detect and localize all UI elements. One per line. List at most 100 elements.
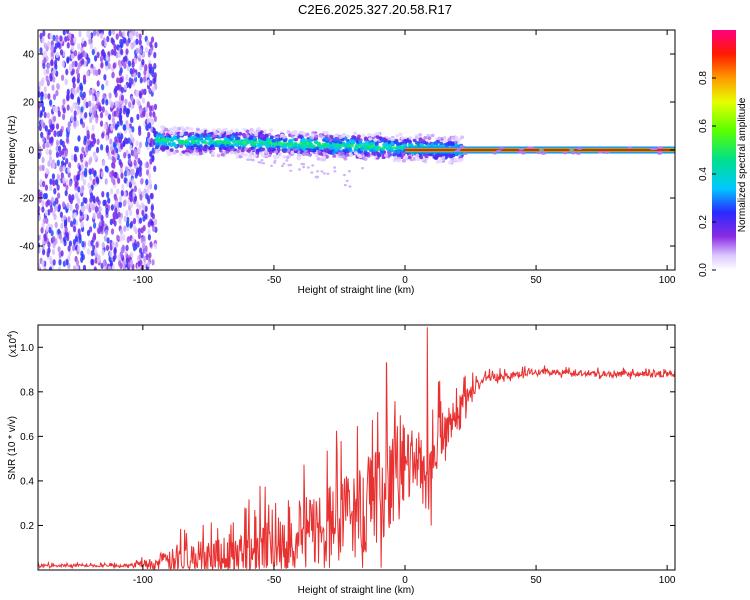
spectrogram-noise-cell bbox=[38, 80, 42, 88]
spectrogram-band-cell bbox=[236, 139, 241, 144]
spectrogram-noise-cell bbox=[57, 192, 61, 199]
spectrogram-noise-cell bbox=[128, 127, 132, 135]
spectrogram-noise-cell bbox=[137, 187, 142, 195]
spectrogram-band-cell bbox=[347, 147, 352, 151]
spectrogram-noise-cell bbox=[48, 155, 53, 162]
spectrogram-band-cell bbox=[254, 132, 259, 137]
spectrogram-noise-cell bbox=[45, 141, 50, 149]
spectrogram-noise-cell bbox=[113, 49, 117, 56]
spectrogram-noise-cell bbox=[72, 101, 76, 109]
spectrogram-noise-cell bbox=[128, 60, 132, 67]
spectrogram-noise-cell bbox=[74, 181, 78, 188]
spectrogram-band-cell bbox=[341, 142, 346, 146]
spectrogram-noise-cell bbox=[43, 235, 48, 242]
spectrogram-noise-cell bbox=[87, 182, 91, 189]
colorbar: 0.0 0.2 0.4 0.6 0.8 Normalized spectral ampl… bbox=[698, 30, 748, 277]
spectrogram-tail-cell bbox=[310, 171, 314, 174]
spectrogram-noise-cell bbox=[148, 178, 152, 186]
spectrogram-noise-cell bbox=[145, 112, 149, 119]
spectrogram-band-cell bbox=[377, 153, 382, 158]
spectrogram-noise-cell bbox=[58, 259, 62, 266]
spectrogram-noise-cell bbox=[141, 58, 145, 66]
spectrogram-noise-cell bbox=[118, 201, 122, 208]
spectrogram-band-cell bbox=[375, 135, 380, 139]
spectrogram-band-cell bbox=[282, 155, 287, 159]
spectrogram-noise-cell bbox=[143, 69, 147, 76]
spectrogram-noise-cell bbox=[89, 226, 93, 233]
spectrogram-noise-cell bbox=[66, 95, 70, 102]
spectrogram-band-cell bbox=[434, 141, 439, 145]
spectrogram-noise-cell bbox=[72, 218, 77, 225]
spectrogram-noise-cell bbox=[112, 141, 116, 148]
spectrogram-noise-cell bbox=[135, 38, 139, 45]
spectrogram-band-cell bbox=[195, 127, 200, 132]
spectrogram-noise-cell bbox=[62, 113, 66, 121]
spectrogram-noise-cell bbox=[137, 227, 141, 235]
spectrogram-band-cell bbox=[305, 132, 310, 137]
spectrogram-noise-cell bbox=[123, 137, 128, 144]
spectrogram-noise-cell bbox=[40, 131, 44, 139]
spectrogram-band-cell bbox=[225, 130, 230, 135]
spectrogram-noise-cell bbox=[40, 95, 44, 102]
spectrogram-noise-cell bbox=[148, 67, 152, 74]
spectrogram-noise-cell bbox=[120, 190, 124, 197]
spectrogram-noise-cell bbox=[138, 33, 142, 40]
spectrogram-noise-cell bbox=[42, 142, 46, 150]
spectrogram-noise-cell bbox=[77, 62, 81, 69]
spectrogram-noise-cell bbox=[75, 120, 79, 127]
spectrogram-tail-cell bbox=[298, 168, 301, 171]
spectrogram-band-cell bbox=[457, 137, 462, 142]
spectrogram-noise-cell bbox=[96, 91, 100, 99]
spectrogram-noise-cell bbox=[86, 129, 90, 137]
spectrogram-band-cell bbox=[398, 132, 403, 136]
spectrogram-noise-cell bbox=[55, 36, 59, 44]
spectrogram-noise-cell bbox=[109, 250, 113, 258]
spectrogram-noise-cell bbox=[82, 264, 87, 270]
spectrogram-noise-cell bbox=[91, 48, 95, 56]
spectrogram-noise-cell bbox=[56, 159, 60, 166]
spectrogram-noise-cell bbox=[52, 235, 56, 243]
spectrogram-band-cell bbox=[374, 142, 379, 146]
spectrogram-noise-cell bbox=[153, 242, 158, 250]
spectrogram-band-cell bbox=[395, 134, 400, 138]
spectrogram-noise-cell bbox=[139, 160, 143, 167]
spectrogram-noise-cell bbox=[57, 246, 61, 253]
spectrogram-noise-cell bbox=[125, 210, 129, 217]
spectrogram-band-cell bbox=[393, 150, 397, 154]
spectrogram-noise-cell bbox=[150, 192, 154, 200]
spectrogram-band-cell bbox=[371, 151, 376, 156]
spectrogram-noise-cell bbox=[73, 115, 77, 123]
spectrogram-noise-cell bbox=[49, 33, 53, 40]
spectrogram-noise-cell bbox=[91, 87, 95, 94]
spectrogram-noise-cell bbox=[85, 161, 89, 168]
spectrogram-band-cell bbox=[343, 137, 348, 141]
spectrogram-noise-cell bbox=[125, 244, 129, 252]
spectrogram-x-tick-label: -50 bbox=[267, 275, 282, 286]
spectrogram-noise-cell bbox=[71, 61, 75, 68]
spectrogram-band-cell bbox=[273, 155, 278, 160]
spectrogram-noise-cell bbox=[110, 101, 114, 109]
spectrogram-band-cell bbox=[277, 141, 282, 145]
spectrogram-band-cell bbox=[235, 142, 240, 147]
spectrogram-noise-cell bbox=[80, 174, 84, 181]
spectrogram-band-cell bbox=[334, 148, 339, 152]
spectrogram-noise-cell bbox=[81, 253, 85, 261]
spectrogram-noise-cell bbox=[50, 162, 54, 169]
spectrogram-band-cell bbox=[211, 151, 216, 155]
spectrogram-noise-cell bbox=[148, 122, 152, 129]
spectrogram-noise-cell bbox=[93, 154, 97, 161]
spectrogram-noise-cell bbox=[113, 44, 117, 51]
spectrogram-noise-cell bbox=[76, 174, 80, 181]
spectrogram-noise-cell bbox=[146, 101, 150, 108]
spectrogram-noise-cell bbox=[70, 106, 74, 113]
spectrogram-noise-cell bbox=[70, 92, 74, 100]
spectrogram-band-cell bbox=[285, 155, 290, 160]
spectrogram-tail-cell bbox=[300, 162, 304, 166]
spectrogram-band-cell bbox=[186, 145, 191, 149]
spectrogram-noise-cell bbox=[124, 170, 128, 177]
spectrogram-band-cell bbox=[423, 136, 428, 140]
spectrogram-tail-cell bbox=[333, 166, 337, 169]
spectrogram-noise-cell bbox=[115, 33, 119, 40]
spectrogram-tail-cell bbox=[257, 161, 261, 164]
spectrogram-noise-cell bbox=[110, 228, 115, 235]
